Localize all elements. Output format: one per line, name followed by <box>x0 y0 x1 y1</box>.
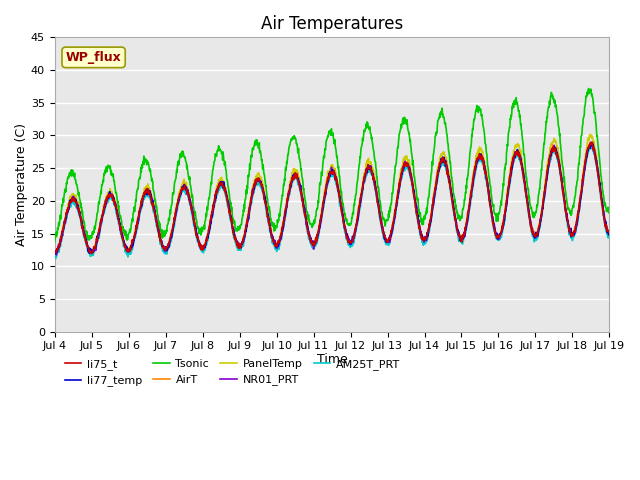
Line: AM25T_PRT: AM25T_PRT <box>54 147 609 258</box>
PanelTemp <box>367 162 374 168</box>
NR01_PRT <box>605 229 613 235</box>
NR01_PRT <box>298 193 306 199</box>
li75_t <box>588 139 595 145</box>
PanelTemp <box>308 239 316 244</box>
AM25T_PRT <box>308 244 316 250</box>
AirT <box>51 252 58 257</box>
li75_t <box>116 227 124 232</box>
li77_temp <box>298 193 306 199</box>
AM25T_PRT <box>52 255 60 261</box>
Line: NR01_PRT: NR01_PRT <box>54 143 609 255</box>
li77_temp <box>367 164 374 170</box>
Text: WP_flux: WP_flux <box>66 51 122 64</box>
PanelTemp <box>286 179 294 185</box>
Tsonic <box>298 169 305 175</box>
PanelTemp <box>116 224 124 230</box>
li75_t <box>88 251 95 256</box>
li77_temp <box>605 231 613 237</box>
Tsonic <box>585 85 593 91</box>
Legend: li75_t, li77_temp, Tsonic, AirT, PanelTemp, NR01_PRT, AM25T_PRT: li75_t, li77_temp, Tsonic, AirT, PanelTe… <box>60 355 404 391</box>
AirT <box>298 194 306 200</box>
li75_t <box>298 198 306 204</box>
NR01_PRT <box>308 238 316 244</box>
li77_temp <box>51 249 58 255</box>
li75_t <box>287 182 294 188</box>
AirT <box>287 182 294 188</box>
NR01_PRT <box>287 183 294 189</box>
li75_t <box>94 235 102 240</box>
AM25T_PRT <box>94 236 102 242</box>
AM25T_PRT <box>605 234 613 240</box>
Line: PanelTemp: PanelTemp <box>54 134 609 254</box>
AM25T_PRT <box>298 197 306 203</box>
Title: Air Temperatures: Air Temperatures <box>261 15 403 33</box>
AM25T_PRT <box>367 170 374 176</box>
Tsonic <box>93 209 101 215</box>
AirT <box>586 140 594 145</box>
AM25T_PRT <box>588 144 595 150</box>
AM25T_PRT <box>116 230 124 236</box>
Tsonic <box>286 142 294 147</box>
AM25T_PRT <box>51 252 58 258</box>
NR01_PRT <box>116 226 124 231</box>
Line: li77_temp: li77_temp <box>54 143 609 254</box>
li75_t <box>367 165 374 170</box>
li77_temp <box>116 224 124 229</box>
Line: li75_t: li75_t <box>54 142 609 253</box>
PanelTemp <box>587 132 595 137</box>
Line: Tsonic: Tsonic <box>54 88 609 242</box>
PanelTemp <box>93 233 101 239</box>
Y-axis label: Air Temperature (C): Air Temperature (C) <box>15 123 28 246</box>
Tsonic <box>308 222 316 228</box>
PanelTemp <box>51 252 58 257</box>
li77_temp <box>94 235 102 241</box>
Tsonic <box>51 240 58 245</box>
PanelTemp <box>298 188 305 194</box>
li75_t <box>51 250 58 255</box>
NR01_PRT <box>94 233 102 239</box>
NR01_PRT <box>52 252 60 258</box>
Tsonic <box>116 214 124 219</box>
AirT <box>94 238 102 243</box>
li77_temp <box>287 181 294 187</box>
li77_temp <box>588 140 595 145</box>
NR01_PRT <box>367 163 374 168</box>
AirT <box>605 232 613 238</box>
AirT <box>116 225 124 230</box>
AirT <box>367 167 374 173</box>
li77_temp <box>52 251 60 257</box>
AirT <box>308 240 316 246</box>
Tsonic <box>367 131 374 136</box>
li75_t <box>308 240 316 246</box>
li75_t <box>605 230 613 236</box>
AM25T_PRT <box>287 184 294 190</box>
Tsonic <box>605 207 613 213</box>
li77_temp <box>308 240 316 246</box>
X-axis label: Time: Time <box>317 353 348 366</box>
NR01_PRT <box>587 140 595 146</box>
AirT <box>52 252 60 258</box>
PanelTemp <box>605 231 613 237</box>
NR01_PRT <box>51 248 58 254</box>
Line: AirT: AirT <box>54 143 609 255</box>
